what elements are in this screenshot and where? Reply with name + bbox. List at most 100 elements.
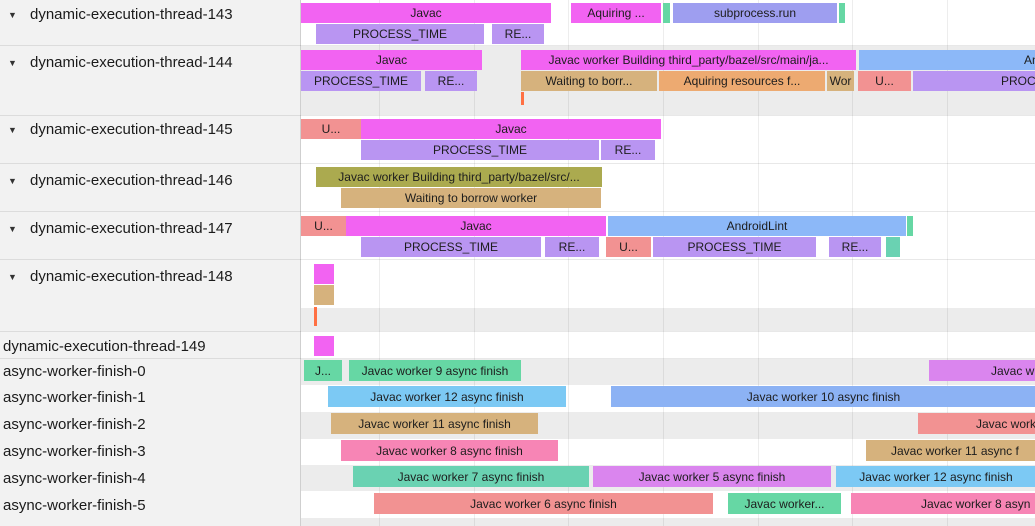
- span-bar[interactable]: Javac: [301, 3, 551, 23]
- span-bar[interactable]: U...: [606, 237, 651, 257]
- span-bar[interactable]: RE...: [829, 237, 881, 257]
- track-label: async-worker-finish-4: [3, 470, 146, 487]
- span-bar[interactable]: Javac worker 9 async finish: [349, 360, 521, 381]
- span-label: Javac worker 11 async f: [891, 443, 1019, 458]
- track-row[interactable]: async-worker-finish-0: [0, 362, 300, 382]
- span-label: PROCESS_TIME: [432, 143, 528, 157]
- span-bar[interactable]: U...: [301, 119, 361, 139]
- track-row[interactable]: async-worker-finish-4: [0, 469, 300, 489]
- span-bar[interactable]: U...: [301, 216, 346, 236]
- span-bar[interactable]: Javac worker 12 async finish: [328, 386, 566, 407]
- span-bar[interactable]: RE...: [601, 140, 655, 160]
- timeline[interactable]: Javac Aquiring ... subprocess.run PROCESS_T…: [301, 0, 1035, 526]
- span-bar[interactable]: [839, 3, 845, 23]
- span-bar[interactable]: Aquiring resources f...: [659, 71, 825, 91]
- span-bar[interactable]: [663, 3, 670, 23]
- span-bar[interactable]: Javac worker 7 async finish: [353, 466, 589, 487]
- track-separator: [0, 45, 1035, 46]
- span-bar[interactable]: U...: [858, 71, 911, 91]
- span-label: Wor: [829, 74, 852, 88]
- span-bar[interactable]: Javac worker 10 async finish: [611, 386, 1035, 407]
- span-bar[interactable]: [314, 285, 334, 305]
- span-bar[interactable]: PROCESS_TIME: [913, 71, 1035, 91]
- span-bar[interactable]: AndroidLint: [859, 50, 1035, 70]
- track-separator: [0, 163, 1035, 164]
- span-label: Javac: [375, 53, 408, 67]
- span-bar[interactable]: Javac worker 11 async f: [866, 440, 1035, 461]
- span-bar[interactable]: [907, 216, 913, 236]
- span-label: PROCESS_TIME: [313, 74, 409, 88]
- span-bar[interactable]: Javac worke: [918, 413, 1035, 434]
- span-label: Aquiring ...: [587, 6, 645, 20]
- track-label: dynamic-execution-thread-145: [30, 121, 233, 138]
- collapse-triangle-icon[interactable]: ▼: [8, 272, 17, 282]
- track-sidebar: ▼ dynamic-execution-thread-143 ▼ dynamic-ex…: [0, 0, 301, 526]
- track-row[interactable]: ▼ dynamic-execution-thread-143: [0, 5, 300, 25]
- time-gridline: [852, 0, 853, 526]
- track-row[interactable]: async-worker-finish-1: [0, 388, 300, 408]
- span-label: Javac worker 8 asyn: [921, 496, 1031, 511]
- span-label: RE...: [614, 143, 642, 157]
- span-bar[interactable]: Waiting to borr...: [521, 71, 657, 91]
- span-bar[interactable]: Aquiring ...: [571, 3, 661, 23]
- track-row[interactable]: ▼ dynamic-execution-thread-147: [0, 219, 300, 239]
- span-bar[interactable]: [314, 336, 334, 356]
- track-row[interactable]: ▼ dynamic-execution-thread-148: [0, 267, 300, 287]
- span-bar[interactable]: RE...: [492, 24, 544, 44]
- span-bar[interactable]: PROCESS_TIME: [361, 140, 599, 160]
- track-label: dynamic-execution-thread-143: [30, 6, 233, 23]
- span-label: PROCESS_TIME: [352, 27, 448, 41]
- span-bar[interactable]: subprocess.run: [673, 3, 837, 23]
- span-bar[interactable]: Javac worker 5 async finish: [593, 466, 831, 487]
- span-bar[interactable]: Javac worker Building third_party/bazel/…: [316, 167, 602, 187]
- span-label: Javac worker 8 async finish: [376, 443, 523, 458]
- span-bar[interactable]: Waiting to borrow worker: [341, 188, 601, 208]
- span-bar[interactable]: Wor: [827, 71, 854, 91]
- track-row[interactable]: async-worker-finish-5: [0, 496, 300, 516]
- span-bar[interactable]: PROCESS_TIME: [361, 237, 541, 257]
- span-bar[interactable]: Javac worker 11 async finish: [331, 413, 538, 434]
- track-separator: [0, 331, 1035, 332]
- track-row[interactable]: ▼ dynamic-execution-thread-146: [0, 171, 300, 191]
- track-row[interactable]: ▼ dynamic-execution-thread-144: [0, 53, 300, 73]
- span-bar[interactable]: Javac worker 6 async finish: [374, 493, 713, 514]
- collapse-triangle-icon[interactable]: ▼: [8, 176, 17, 186]
- span-label: U...: [314, 219, 333, 233]
- span-bar[interactable]: Javac worker Building third_party/bazel/…: [521, 50, 856, 70]
- collapse-triangle-icon[interactable]: ▼: [8, 224, 17, 234]
- collapse-triangle-icon[interactable]: ▼: [8, 10, 17, 20]
- track-row[interactable]: async-worker-finish-2: [0, 415, 300, 435]
- collapse-triangle-icon[interactable]: ▼: [8, 125, 17, 135]
- instant-event-tick[interactable]: [314, 307, 317, 326]
- span-bar[interactable]: [886, 237, 900, 257]
- span-bar[interactable]: Javac worker 12 async finish: [836, 466, 1035, 487]
- span-bar[interactable]: Javac: [301, 50, 482, 70]
- span-label: U...: [875, 74, 894, 88]
- span-bar[interactable]: Javac: [361, 119, 661, 139]
- span-bar[interactable]: PROCESS_TIME: [316, 24, 484, 44]
- span-bar[interactable]: RE...: [425, 71, 477, 91]
- span-bar[interactable]: J...: [304, 360, 342, 381]
- span-bar[interactable]: [314, 264, 334, 284]
- span-bar[interactable]: Javac worker...: [728, 493, 841, 514]
- collapse-triangle-icon[interactable]: ▼: [8, 58, 17, 68]
- span-label: Javac worker 9 async finish: [361, 363, 509, 378]
- span-bar[interactable]: Javac w: [929, 360, 1035, 381]
- track-row[interactable]: ▼ dynamic-execution-thread-145: [0, 120, 300, 140]
- span-label: Javac worker...: [744, 496, 825, 511]
- span-bar[interactable]: RE...: [545, 237, 599, 257]
- track-label: async-worker-finish-5: [3, 497, 146, 514]
- track-row[interactable]: async-worker-finish-3: [0, 442, 300, 462]
- track-row[interactable]: dynamic-execution-thread-149: [0, 337, 300, 357]
- span-bar[interactable]: Javac: [346, 216, 606, 236]
- span-bar[interactable]: AndroidLint: [608, 216, 906, 236]
- span-bar[interactable]: Javac worker 8 asyn: [851, 493, 1035, 514]
- span-bar[interactable]: Javac worker 8 async finish: [341, 440, 558, 461]
- time-gridline: [947, 0, 948, 526]
- instant-event-tick[interactable]: [521, 92, 524, 105]
- span-label: PROCESS_TIME: [1001, 74, 1035, 88]
- span-bar[interactable]: PROCESS_TIME: [301, 71, 421, 91]
- span-bar[interactable]: PROCESS_TIME: [653, 237, 816, 257]
- time-gridline: [663, 0, 664, 526]
